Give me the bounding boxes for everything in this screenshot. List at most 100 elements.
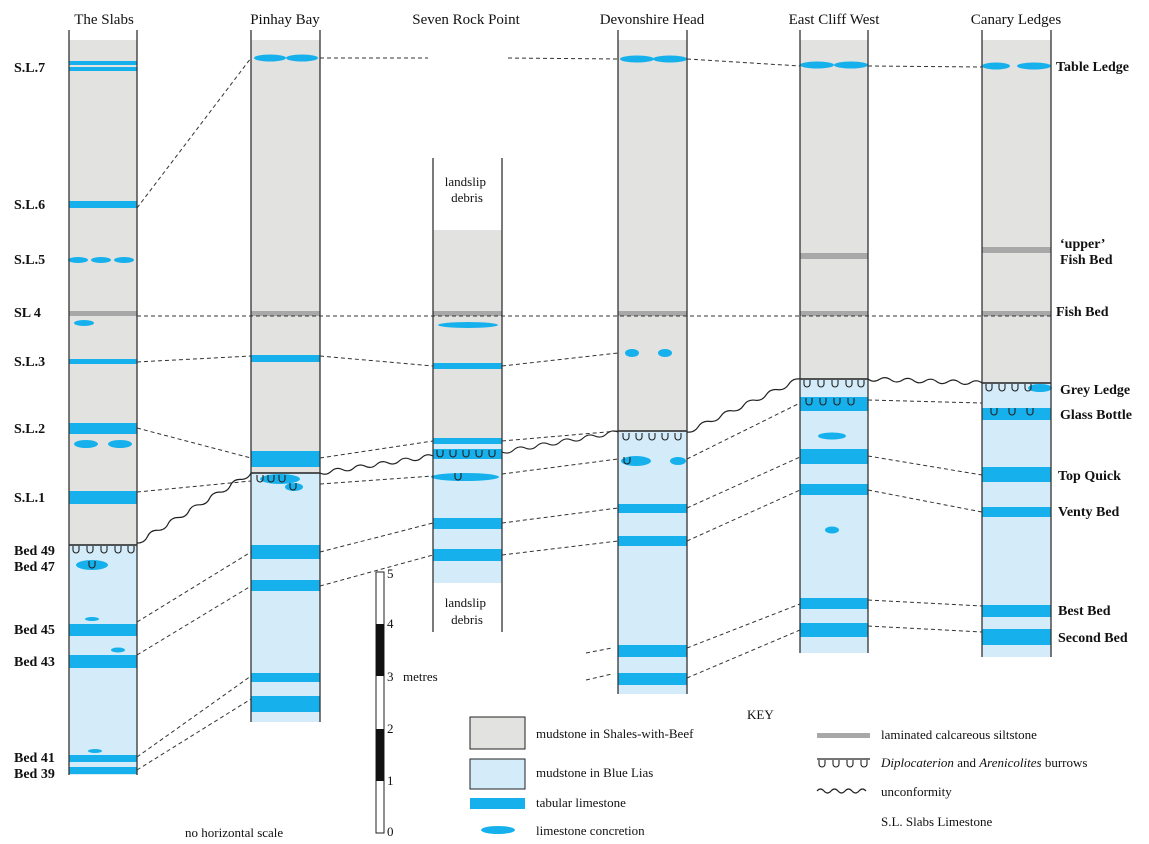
vertical-scale-bar: 0 1 2 3 4 5 metres (376, 566, 438, 839)
limestone-bed (251, 451, 320, 467)
shales-with-beef-interval (800, 40, 868, 379)
log-column-devonshire-head (618, 30, 687, 694)
limestone-concretion (825, 527, 839, 534)
limestone-concretion (834, 62, 868, 69)
bed-label-sl3: S.L.3 (14, 355, 45, 370)
legend-label-siltstone: laminated calcareous siltstone (881, 727, 1037, 742)
blue-lias-interval (251, 473, 320, 722)
landslip-debris-label-bottom: landslip debris (445, 595, 489, 627)
bed-label-upper-fish-bed: Fish Bed (1060, 253, 1113, 268)
limestone-concretion (108, 440, 132, 448)
siltstone-bed (69, 311, 137, 316)
bed-label-sl1: S.L.1 (14, 491, 45, 506)
limestone-concretion (286, 55, 318, 62)
bed-label-45: Bed 45 (14, 623, 55, 638)
limestone-concretion (982, 63, 1010, 70)
blue-lias-interval (433, 443, 502, 583)
limestone-bed (251, 580, 320, 591)
bed-label-49: Bed 49 (14, 544, 55, 559)
column-title-the-slabs: The Slabs (74, 12, 134, 28)
limestone-concretion (68, 257, 88, 263)
limestone-concretion (1017, 63, 1051, 70)
limestone-concretion (91, 257, 111, 263)
legend-swatch-blue-lias (470, 759, 525, 789)
right-bed-labels: Table Ledge ‘upper’ Fish Bed Fish Bed Gr… (1056, 60, 1132, 646)
bed-label-sl2: S.L.2 (14, 422, 45, 437)
bed-label-top-quick: Top Quick (1058, 469, 1121, 484)
limestone-bed (251, 696, 320, 712)
limestone-concretion (670, 457, 686, 465)
blue-lias-interval (800, 379, 868, 653)
shales-with-beef-interval (251, 40, 320, 473)
bed-label-39: Bed 39 (14, 767, 55, 782)
limestone-bed (618, 504, 687, 513)
bed-label-43: Bed 43 (14, 655, 55, 670)
shales-with-beef-interval (982, 40, 1051, 383)
legend-swatch-siltstone (817, 733, 870, 738)
scale-tick-0: 0 (387, 824, 394, 839)
limestone-bed (251, 545, 320, 559)
limestone-concretion (818, 433, 846, 440)
limestone-concretion (658, 349, 672, 357)
limestone-concretion (625, 349, 639, 357)
limestone-bed (69, 767, 137, 774)
limestone-bed (618, 645, 687, 657)
log-column-the-slabs (68, 30, 137, 775)
limestone-concretion (800, 62, 834, 69)
limestone-bed (800, 623, 868, 637)
log-column-pinhay-bay (251, 30, 320, 722)
limestone-bed (433, 363, 502, 369)
limestone-bed (433, 549, 502, 561)
bed-label-grey-ledge: Grey Ledge (1060, 383, 1130, 398)
limestone-bed (69, 359, 137, 364)
legend: KEY mudstone in Shales-with-Beef mudston… (470, 707, 1087, 838)
limestone-concretion (74, 320, 94, 326)
limestone-bed (69, 201, 137, 208)
limestone-bed (251, 355, 320, 362)
limestone-bed (69, 491, 137, 504)
limestone-concretion (111, 648, 125, 653)
legend-label-blue-lias: mudstone in Blue Lias (536, 765, 653, 780)
shales-with-beef-interval (433, 230, 502, 443)
legend-label-concretion: limestone concretion (536, 823, 645, 838)
legend-label-shales: mudstone in Shales-with-Beef (536, 726, 694, 741)
limestone-concretion (438, 322, 498, 328)
siltstone-bed (982, 311, 1051, 316)
log-column-east-cliff-west (800, 30, 868, 653)
legend-swatch-concretion (481, 826, 515, 834)
siltstone-bed (251, 311, 320, 316)
legend-label-burrows: Diplocaterion and Arenicolites burrows (880, 755, 1087, 770)
scale-segment-black (376, 624, 384, 676)
bed-label-venty-bed: Venty Bed (1058, 505, 1120, 520)
scale-tick-5: 5 (387, 566, 394, 581)
limestone-concretion (85, 617, 99, 621)
limestone-bed (982, 467, 1051, 482)
legend-title: KEY (747, 707, 774, 722)
column-title-seven-rock-point: Seven Rock Point (412, 12, 520, 28)
column-title-devonshire-head: Devonshire Head (600, 12, 705, 28)
siltstone-bed (618, 311, 687, 316)
scale-tick-2: 2 (387, 721, 394, 736)
bed-label-fish-bed: Fish Bed (1056, 305, 1109, 320)
limestone-bed (800, 598, 868, 609)
bed-label-47: Bed 47 (14, 560, 55, 575)
legend-label-unconformity: unconformity (881, 784, 952, 799)
legend-swatch-tabular-limestone (470, 798, 525, 809)
limestone-concretion (653, 56, 687, 63)
siltstone-bed (800, 253, 868, 259)
shales-with-beef-interval (69, 40, 137, 545)
landslip-debris-label-top: landslip debris (445, 174, 489, 205)
bed-label-second-bed: Second Bed (1058, 631, 1128, 646)
bed-label-glass-bottle: Glass Bottle (1060, 408, 1132, 423)
limestone-concretion (88, 749, 102, 753)
limestone-bed (433, 438, 502, 444)
horizontal-scale-note: no horizontal scale (185, 825, 283, 840)
limestone-bed (433, 518, 502, 529)
limestone-concretion (431, 473, 499, 481)
bed-label-sl4: SL 4 (14, 306, 41, 321)
legend-label-tabular-limestone: tabular limestone (536, 795, 626, 810)
limestone-bed (69, 61, 137, 65)
limestone-bed (800, 449, 868, 464)
left-bed-labels: S.L.7 S.L.6 S.L.5 SL 4 S.L.3 S.L.2 S.L.1… (14, 61, 55, 782)
